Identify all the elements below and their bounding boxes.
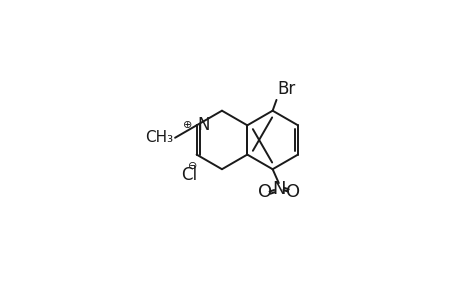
- Text: Cl: Cl: [180, 167, 196, 184]
- Text: CH₃: CH₃: [144, 130, 173, 145]
- Text: Br: Br: [277, 80, 295, 98]
- Text: N: N: [271, 180, 285, 198]
- Text: ⊕: ⊕: [183, 119, 192, 130]
- Text: ⊖: ⊖: [188, 161, 197, 171]
- Text: O: O: [285, 183, 299, 201]
- Text: O: O: [257, 183, 271, 201]
- Text: N: N: [197, 116, 209, 134]
